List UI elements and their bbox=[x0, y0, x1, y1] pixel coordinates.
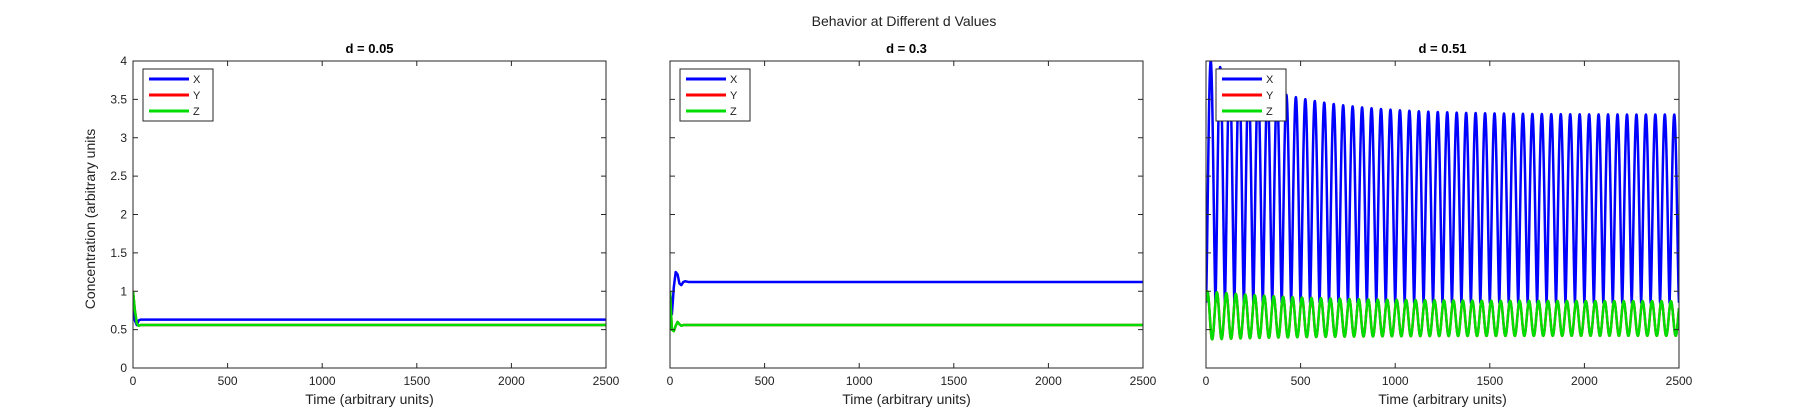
chart-panels: 0 500 1000 1500 2000 2500 0 0.5 1 1.5 2 2.5 3 3.5 4 d =… bbox=[110, 41, 1692, 407]
legend: XYZ bbox=[679, 68, 751, 122]
series-line-z bbox=[670, 291, 1143, 333]
x-tick-label: 2500 bbox=[593, 374, 620, 388]
y-tick-label: 1 bbox=[120, 284, 127, 298]
series-line-x bbox=[670, 270, 1143, 316]
chart-panel-1: 0 500 1000 1500 2000 2500 0 0.5 1 1.5 2 2.5 3 3.5 4 d =… bbox=[110, 41, 619, 407]
legend-label-x: X bbox=[193, 74, 201, 86]
x-tick-label: 1000 bbox=[846, 374, 873, 388]
figure-title: Behavior at Different d Values bbox=[812, 13, 997, 29]
x-tick-label: 0 bbox=[667, 374, 674, 388]
x-axis-label: Time (arbitrary units) bbox=[1378, 391, 1507, 407]
chart-panel-3: 0 500 1000 1500 2000 2500 d = 0.51 Time (arbitr… bbox=[1203, 41, 1693, 407]
series-group bbox=[133, 291, 606, 328]
legend: XYZ bbox=[1215, 68, 1287, 122]
series-group bbox=[670, 270, 1143, 333]
x-tick-label: 500 bbox=[1291, 374, 1311, 388]
panel-title: d = 0.3 bbox=[886, 41, 927, 56]
legend: XYZ bbox=[142, 68, 214, 122]
series-line-z bbox=[1206, 290, 1679, 341]
x-tick-label: 2500 bbox=[1666, 374, 1693, 388]
y-tick-label: 3 bbox=[120, 131, 127, 145]
x-tick-label: 500 bbox=[755, 374, 775, 388]
y-tick-label: 2.5 bbox=[110, 169, 127, 183]
panel-title: d = 0.05 bbox=[345, 41, 393, 56]
legend-label-y: Y bbox=[193, 90, 201, 102]
y-tick-label: 4 bbox=[120, 54, 127, 68]
x-tick-label: 1000 bbox=[309, 374, 336, 388]
y-tick-label: 0.5 bbox=[110, 323, 127, 337]
x-tick-label: 1000 bbox=[1382, 374, 1409, 388]
y-tick-label: 2 bbox=[120, 208, 127, 222]
x-tick-label: 0 bbox=[1203, 374, 1210, 388]
x-axis-label: Time (arbitrary units) bbox=[842, 391, 971, 407]
x-axis-label: Time (arbitrary units) bbox=[305, 391, 434, 407]
legend-label-z: Z bbox=[730, 106, 737, 118]
y-tick-label: 3.5 bbox=[110, 92, 127, 106]
chart-panel-2: 0 500 1000 1500 2000 2500 d = 0.3 Time (arbitra… bbox=[667, 41, 1157, 407]
y-tick-label: 0 bbox=[120, 361, 127, 375]
x-tick-label: 500 bbox=[218, 374, 238, 388]
panel-title: d = 0.51 bbox=[1418, 41, 1466, 56]
series-line-z bbox=[133, 291, 606, 328]
x-tick-label: 1500 bbox=[1476, 374, 1503, 388]
x-tick-label: 1500 bbox=[940, 374, 967, 388]
series-group bbox=[1206, 61, 1679, 341]
x-tick-label: 1500 bbox=[403, 374, 430, 388]
legend-label-x: X bbox=[730, 74, 738, 86]
x-tick-label: 2500 bbox=[1130, 374, 1157, 388]
legend-label-z: Z bbox=[193, 106, 200, 118]
x-tick-label: 2000 bbox=[498, 374, 525, 388]
y-tick-label: 1.5 bbox=[110, 246, 127, 260]
x-tick-label: 2000 bbox=[1035, 374, 1062, 388]
legend-label-z: Z bbox=[1266, 106, 1273, 118]
x-tick-label: 2000 bbox=[1571, 374, 1598, 388]
figure-ylabel: Concentration (arbitrary units bbox=[82, 129, 98, 310]
legend-label-y: Y bbox=[1266, 90, 1274, 102]
x-tick-label: 0 bbox=[130, 374, 137, 388]
legend-label-x: X bbox=[1266, 74, 1274, 86]
legend-label-y: Y bbox=[730, 90, 738, 102]
